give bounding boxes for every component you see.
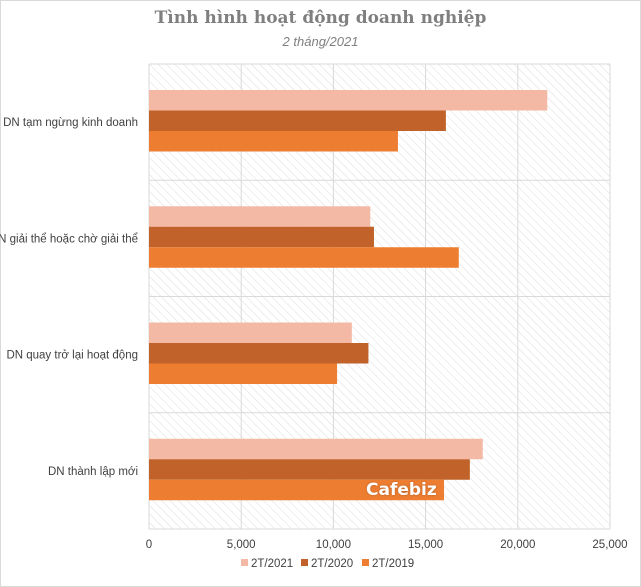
bars — [149, 90, 548, 501]
legend: 2T/2021 2T/2020 2T/2019 — [241, 558, 414, 570]
category-label: DN giải thể hoặc chờ giải thể — [0, 233, 138, 245]
bar-2T2019-3 — [149, 479, 445, 501]
bar-2T2021-1 — [149, 206, 371, 227]
legend-label: 2T/2019 — [372, 558, 414, 570]
bar-2T2019-0 — [149, 131, 398, 152]
bar-2T2020-0 — [149, 110, 446, 131]
x-tick-label: 5,000 — [227, 539, 256, 551]
legend-swatch — [362, 559, 369, 566]
x-axis-ticks: 0 5,000 10,000 15,000 20,000 25,000 — [146, 539, 628, 551]
x-tick-label: 20,000 — [500, 539, 535, 551]
bar-2T2020-3 — [149, 459, 470, 480]
legend-label: 2T/2021 — [251, 558, 293, 570]
x-tick-label: 15,000 — [408, 539, 443, 551]
bar-2T2021-2 — [149, 322, 352, 343]
category-label: DN quay trở lại hoạt động — [6, 350, 138, 362]
x-tick-label: 25,000 — [592, 539, 627, 551]
category-label: DN thành lập mới — [48, 466, 138, 478]
bar-2T2019-2 — [149, 363, 338, 384]
x-tick-label: 10,000 — [316, 539, 351, 551]
chart-subtitle: 2 tháng/2021 — [282, 34, 359, 49]
legend-label: 2T/2020 — [311, 558, 353, 570]
legend-swatch — [241, 559, 248, 566]
bar-2T2020-2 — [149, 343, 369, 364]
category-labels: DN tạm ngừng kinh doanh DN giải thể hoặc … — [0, 117, 138, 478]
bar-2T2021-3 — [149, 438, 483, 460]
legend-swatch — [301, 559, 308, 566]
bar-2T2021-0 — [149, 90, 548, 111]
category-label: DN tạm ngừng kinh doanh — [3, 117, 138, 129]
bar-2T2020-1 — [149, 226, 374, 248]
x-tick-label: 0 — [146, 539, 152, 551]
bar-2T2019-1 — [149, 247, 459, 268]
watermark-logo: Cafebiz — [366, 480, 437, 500]
chart-title: Tình hình hoạt động doanh nghiệp — [154, 8, 487, 28]
